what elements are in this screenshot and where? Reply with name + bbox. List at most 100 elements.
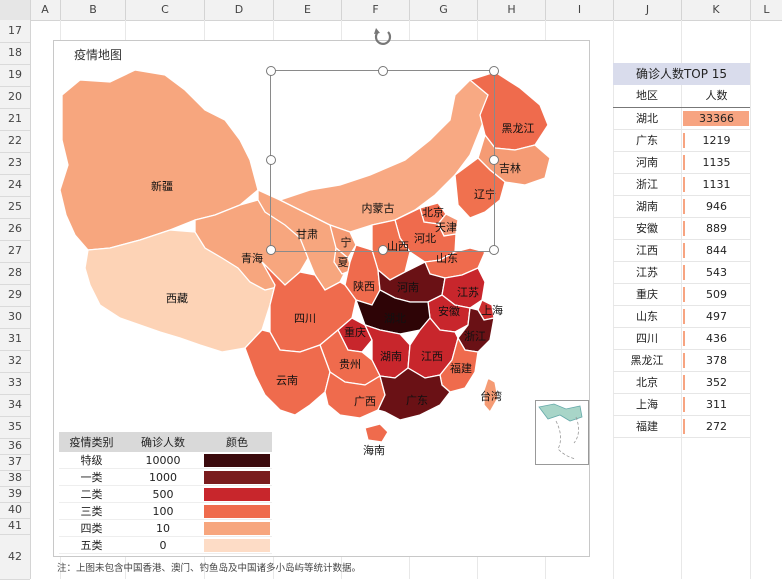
ranking-count: 889 xyxy=(706,222,727,235)
province-label: 四川 xyxy=(294,312,316,325)
row-header[interactable]: 30 xyxy=(0,306,30,329)
ranking-row: 江西 844 xyxy=(613,240,750,262)
resize-handle[interactable] xyxy=(266,155,276,165)
province-region[interactable] xyxy=(333,246,353,275)
column-header-i[interactable]: I xyxy=(546,0,614,20)
legend-row: 五类 0 xyxy=(59,536,272,554)
row-header[interactable]: 20 xyxy=(0,86,30,109)
legend-category: 三类 xyxy=(59,502,124,520)
ranking-bar xyxy=(683,287,685,302)
row-header[interactable]: 23 xyxy=(0,152,30,175)
province-label: 山西 xyxy=(387,240,409,253)
province-label: 河北 xyxy=(414,232,436,245)
ranking-row: 上海 311 xyxy=(613,394,750,416)
row-header[interactable]: 34 xyxy=(0,394,30,417)
column-header-b[interactable]: B xyxy=(61,0,126,20)
ranking-bar xyxy=(683,331,685,346)
row-header[interactable]: 32 xyxy=(0,350,30,373)
column-header-g[interactable]: G xyxy=(410,0,478,20)
row-header[interactable]: 27 xyxy=(0,240,30,263)
legend-color-cell xyxy=(202,502,272,520)
column-header-a[interactable]: A xyxy=(30,0,61,20)
column-header-l[interactable]: L xyxy=(751,0,782,20)
column-header-e[interactable]: E xyxy=(274,0,342,20)
rotate-icon[interactable] xyxy=(372,26,394,48)
column-header-j[interactable]: J xyxy=(614,0,682,20)
legend-row: 一类 1000 xyxy=(59,468,272,486)
province-label: 黑龙江 xyxy=(502,122,535,135)
legend-category: 特级 xyxy=(59,452,124,469)
legend-count: 500 xyxy=(124,485,202,503)
legend-category: 五类 xyxy=(59,536,124,554)
province-label: 上海 xyxy=(481,303,503,317)
row-header[interactable]: 28 xyxy=(0,262,30,285)
legend-swatch xyxy=(204,538,270,552)
row-header[interactable]: 36 xyxy=(0,438,30,455)
province-label: 福建 xyxy=(450,361,472,375)
ranking-count: 946 xyxy=(706,200,727,213)
ranking-region: 浙江 xyxy=(636,178,658,191)
ranking-row: 重庆 509 xyxy=(613,284,750,306)
resize-handle[interactable] xyxy=(266,245,276,255)
province-label: 山东 xyxy=(436,252,458,265)
province-region[interactable] xyxy=(364,423,389,443)
ranking-count: 1219 xyxy=(702,134,731,147)
ranking-region: 湖南 xyxy=(636,200,658,213)
ranking-count: 844 xyxy=(706,244,727,257)
row-header[interactable]: 21 xyxy=(0,108,30,131)
row-header[interactable]: 41 xyxy=(0,518,30,535)
row-header[interactable]: 25 xyxy=(0,196,30,219)
resize-handle[interactable] xyxy=(378,245,388,255)
resize-handle[interactable] xyxy=(378,66,388,76)
legend-category: 二类 xyxy=(59,485,124,503)
row-header[interactable]: 29 xyxy=(0,284,30,307)
column-header-h[interactable]: H xyxy=(478,0,546,20)
row-header[interactable]: 40 xyxy=(0,502,30,519)
row-header[interactable]: 17 xyxy=(0,20,30,43)
row-header[interactable]: 35 xyxy=(0,416,30,439)
row-header[interactable]: 26 xyxy=(0,218,30,241)
province-label: 海南 xyxy=(363,443,385,457)
province-label: 重庆 xyxy=(344,325,366,339)
province-label: 内蒙古 xyxy=(362,201,395,215)
ranking-bar xyxy=(683,177,685,192)
ranking-row: 黑龙江 378 xyxy=(613,350,750,372)
resize-handle[interactable] xyxy=(266,66,276,76)
legend-header-count: 确诊人数 xyxy=(124,432,202,452)
row-header[interactable]: 31 xyxy=(0,328,30,351)
row-header[interactable]: 39 xyxy=(0,486,30,503)
ranking-bar xyxy=(683,265,685,280)
row-header[interactable]: 18 xyxy=(0,42,30,65)
ranking-region: 江西 xyxy=(636,244,658,257)
selected-shape-frame[interactable] xyxy=(270,70,495,252)
ranking-region: 北京 xyxy=(636,376,658,389)
province-label: 安徽 xyxy=(438,304,460,318)
row-header[interactable]: 24 xyxy=(0,174,30,197)
row-header[interactable]: 33 xyxy=(0,372,30,395)
select-all-corner[interactable] xyxy=(0,0,31,20)
legend-table: 疫情类别 确诊人数 颜色 特级 10000 一类 1000 二类 500 三类 … xyxy=(59,432,272,554)
ranking-row: 安徽 889 xyxy=(613,218,750,240)
resize-handle[interactable] xyxy=(489,66,499,76)
ranking-region: 湖北 xyxy=(636,112,658,125)
province-label: 吉林 xyxy=(499,161,521,175)
column-header-k[interactable]: K xyxy=(682,0,751,20)
row-header[interactable]: 22 xyxy=(0,130,30,153)
row-header[interactable]: 37 xyxy=(0,454,30,471)
resize-handle[interactable] xyxy=(489,155,499,165)
ranking-count: 378 xyxy=(706,354,727,367)
resize-handle[interactable] xyxy=(489,245,499,255)
province-region[interactable] xyxy=(377,367,451,421)
legend-swatch xyxy=(204,453,270,467)
province-region[interactable] xyxy=(454,157,506,219)
province-region[interactable] xyxy=(483,377,499,414)
province-label: 甘肃 xyxy=(296,228,318,241)
column-header-f[interactable]: F xyxy=(342,0,410,20)
column-header-c[interactable]: C xyxy=(126,0,205,20)
row-header[interactable]: 19 xyxy=(0,64,30,87)
province-region[interactable] xyxy=(244,329,331,416)
ranking-row: 四川 436 xyxy=(613,328,750,350)
column-header-d[interactable]: D xyxy=(205,0,274,20)
row-header[interactable]: 38 xyxy=(0,470,30,487)
